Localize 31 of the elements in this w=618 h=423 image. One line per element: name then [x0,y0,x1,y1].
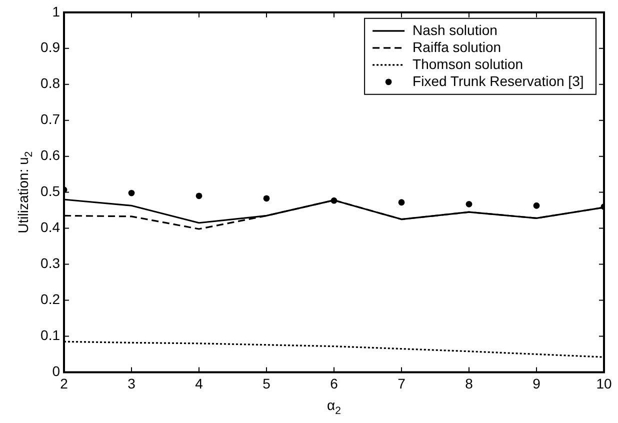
x-tick-label: 9 [532,375,541,392]
y-tick-label: 0.8 [40,75,60,92]
legend-label: Raiffa solution [412,38,502,55]
point [398,199,405,206]
y-tick-label: 0.4 [40,219,60,236]
y-tick-label: 1 [52,3,60,20]
x-tick-label: 3 [128,375,136,392]
point [196,192,202,200]
x-tick-label: 8 [465,375,474,392]
x-tick-label: 2 [60,375,68,392]
y-tick-label: 0.2 [40,291,60,308]
y-tick-label: 0.3 [40,255,60,272]
point [263,195,270,202]
x-tick-label: 4 [195,375,204,392]
point [466,200,472,208]
legend-label: Thomson solution [412,56,524,72]
y-tick-label: 0.6 [40,147,60,164]
x-tick-label: 6 [330,375,338,392]
y-tick-label: 0.7 [40,111,60,128]
y-tick-label: 0.9 [40,39,60,56]
x-tick-label: 5 [262,375,271,392]
x-tick-label: 10 [596,375,612,392]
x-tick-label: 7 [398,375,406,392]
legend-label: Fixed Trunk Reservation [3] [412,72,584,89]
y-tick-label: 0.5 [40,183,60,200]
y-tick-label: 0.1 [40,327,60,344]
y-tick-label: 0 [52,363,60,380]
point [533,202,540,209]
y-axis-title: Utilization: u2 [14,151,35,234]
legend-label: Nash solution [412,22,498,38]
point [128,190,135,196]
